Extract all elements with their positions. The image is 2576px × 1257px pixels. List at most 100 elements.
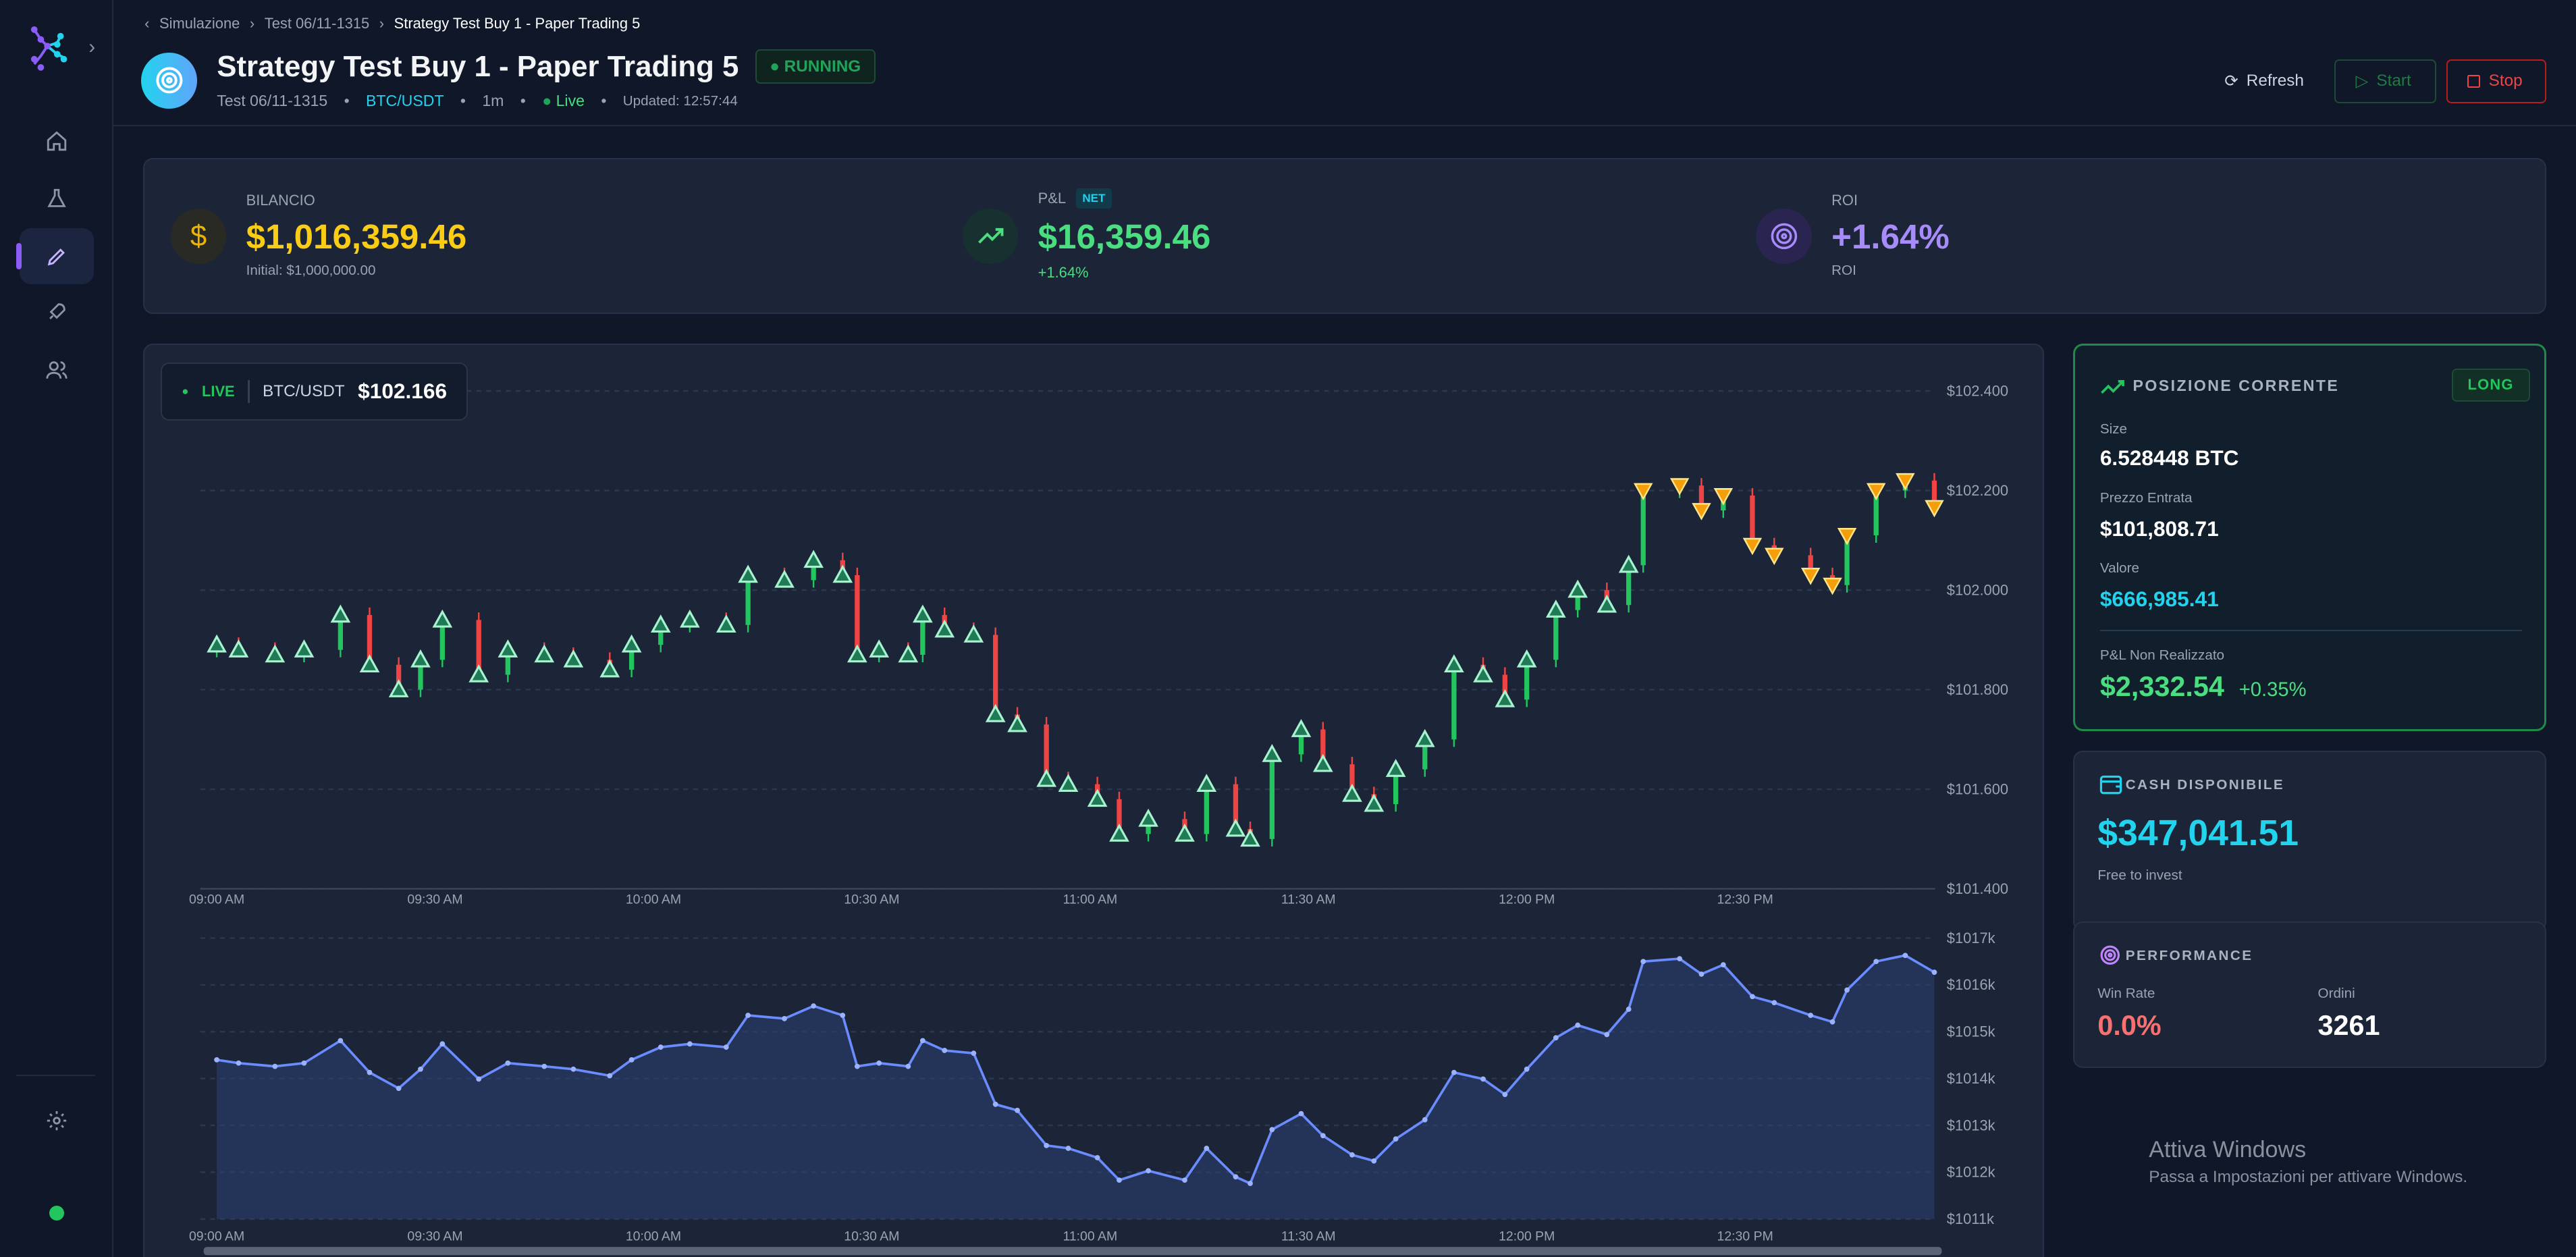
equity-point <box>1247 1180 1253 1186</box>
candle-body <box>1422 739 1428 770</box>
ticker-pair: BTC/USDT <box>263 381 345 400</box>
sell-marker <box>1895 473 1915 491</box>
candle-body <box>505 649 510 675</box>
strategy-avatar <box>141 52 198 109</box>
equity-point <box>971 1050 976 1056</box>
time-axis-label: 10:30 AM <box>844 892 899 907</box>
buy-marker <box>985 703 1006 722</box>
candle-body <box>992 635 998 715</box>
nav-users[interactable] <box>20 342 94 398</box>
ticker-price: $102.166 <box>358 379 448 404</box>
chart-panel: $102.400 $102.200 $102.000 $101.800 $101.600… <box>142 343 2044 1257</box>
candle-body <box>854 574 860 655</box>
play-icon: ▷ <box>2355 72 2369 91</box>
value-label: Valore <box>2099 560 2140 577</box>
buy-marker <box>432 609 452 628</box>
meta-timeframe: 1m <box>482 92 504 110</box>
equity-point <box>1502 1091 1507 1097</box>
flask-icon <box>47 189 66 208</box>
candle-body <box>1393 769 1399 804</box>
start-button[interactable]: ▷ Start <box>2334 59 2437 104</box>
expand-sidebar-chevron-icon[interactable]: › <box>88 36 96 58</box>
buy-marker <box>468 664 489 683</box>
buy-marker <box>1414 728 1435 747</box>
equity-point <box>745 1012 751 1018</box>
ticker-live-label: LIVE <box>202 382 235 400</box>
nav-deploy[interactable] <box>20 284 94 340</box>
roi-value: +1.64% <box>1831 217 1950 256</box>
sidebar: › <box>0 0 113 1257</box>
watermark-title: Attiva Windows <box>2149 1137 2307 1163</box>
equity-point <box>476 1076 481 1081</box>
buy-marker <box>1291 718 1312 737</box>
candle-body <box>919 614 925 655</box>
performance-title: PERFORMANCE <box>2125 947 2253 963</box>
buy-marker <box>1341 783 1362 802</box>
equity-point <box>658 1044 664 1050</box>
position-card: POSIZIONE CORRENTE LONG Size 6.528448 BT… <box>2073 343 2547 731</box>
buy-marker <box>410 649 431 668</box>
nav-settings[interactable] <box>20 1092 94 1148</box>
price-axis-label: $101.600 <box>1946 780 2008 797</box>
equity-point <box>1626 1006 1632 1012</box>
cash-value: $347,041.51 <box>2097 813 2299 854</box>
time-axis-label: 09:30 AM <box>407 892 462 907</box>
candle-body <box>1502 674 1507 699</box>
roi-target-icon <box>1756 208 1812 265</box>
equity-point <box>1720 961 1726 967</box>
nav-lab[interactable] <box>20 171 94 227</box>
equity-point <box>236 1060 242 1066</box>
position-value: $666,985.41 <box>2099 587 2219 612</box>
pencil-icon <box>47 248 65 265</box>
stop-button[interactable]: Stop <box>2446 59 2547 104</box>
nav-paper-trading[interactable] <box>16 228 94 285</box>
buy-marker <box>1087 788 1108 807</box>
buy-marker <box>1545 599 1566 618</box>
equity-point <box>1771 1000 1777 1005</box>
equity-point <box>905 1063 911 1069</box>
price-equity-chart[interactable]: $102.400 $102.200 $102.000 $101.800 $101.600… <box>144 345 2044 1257</box>
refresh-button[interactable]: ⟳ Refresh <box>2205 59 2324 104</box>
strategy-meta: Test 06/11-1315 • BTC/USDT • 1m • ● Live • U… <box>217 92 738 110</box>
time-axis-label: 10:00 AM <box>626 1229 681 1243</box>
sell-marker <box>1669 477 1690 496</box>
breadcrumb-test[interactable]: Test 06/11-1315 <box>264 14 370 32</box>
candle-body <box>658 624 664 645</box>
breadcrumb-simulazione[interactable]: Simulazione <box>159 14 240 32</box>
chart-scrollbar[interactable] <box>203 1246 1942 1255</box>
candle-body <box>338 614 343 650</box>
sidebar-divider <box>16 1074 96 1076</box>
time-axis-label: 09:00 AM <box>189 892 244 907</box>
buy-marker <box>498 639 518 658</box>
buy-marker <box>1058 773 1079 792</box>
candle-body <box>811 560 816 581</box>
pnl-percent: +1.64% <box>1038 264 1089 282</box>
buy-marker <box>621 634 642 653</box>
equity-point <box>396 1085 402 1091</box>
equity-point <box>1349 1152 1355 1158</box>
buy-marker <box>388 678 409 697</box>
net-badge: NET <box>1075 188 1112 209</box>
buy-marker <box>869 639 889 658</box>
breadcrumb-separator: › <box>379 14 385 32</box>
nav-home[interactable] <box>20 113 94 169</box>
equity-point <box>1065 1145 1071 1151</box>
equity-point <box>1480 1076 1486 1081</box>
equity-point <box>942 1047 947 1053</box>
back-chevron-icon[interactable]: ‹ <box>144 14 150 32</box>
buy-marker <box>912 604 933 622</box>
equity-point <box>1204 1145 1209 1151</box>
equity-point <box>810 1002 816 1009</box>
position-divider <box>2099 629 2523 631</box>
equity-point <box>417 1066 423 1072</box>
time-axis-label: 11:00 AM <box>1063 892 1117 907</box>
app-logo[interactable] <box>28 26 77 72</box>
equity-point <box>687 1041 693 1046</box>
upnl-value: $2,332.54 <box>2099 670 2224 702</box>
candle-body <box>367 614 372 665</box>
header-divider <box>113 124 2576 126</box>
buy-marker <box>934 619 955 638</box>
pnl-label: P&L <box>1038 190 1067 207</box>
buy-marker <box>1196 773 1216 792</box>
live-text: Live <box>556 92 585 110</box>
